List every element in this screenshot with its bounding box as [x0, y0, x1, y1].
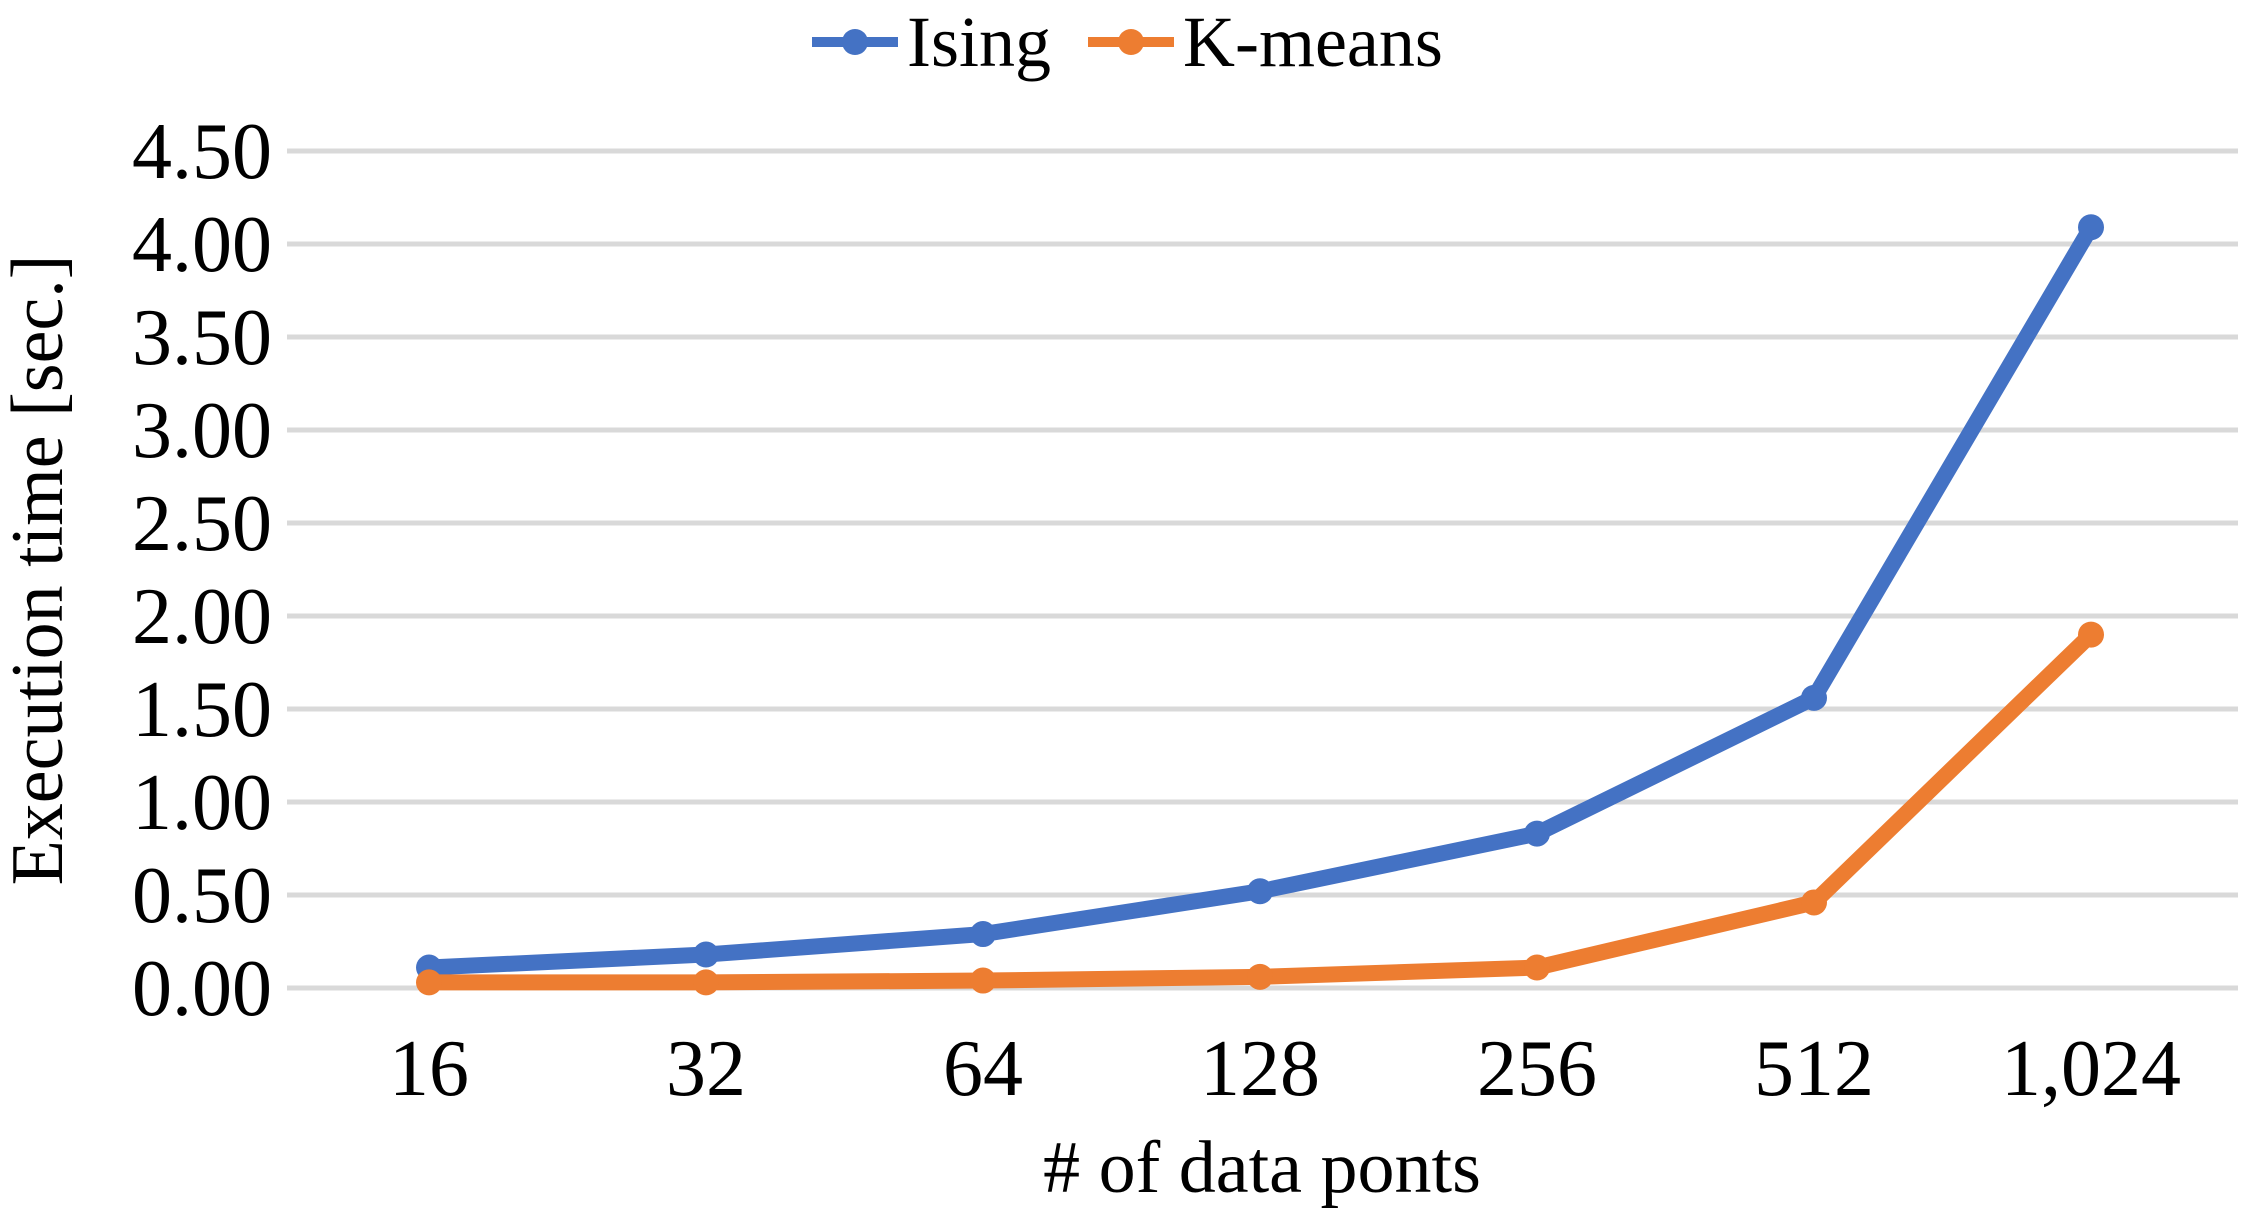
y-tick-label: 0.00	[132, 945, 272, 1033]
y-tick-label: 3.50	[132, 294, 272, 382]
data-point-marker	[693, 941, 719, 968]
x-tick-label: 16	[389, 1025, 469, 1113]
data-point-marker	[1247, 963, 1273, 990]
data-point-marker	[2078, 621, 2104, 648]
x-tick-label: 256	[1477, 1025, 1597, 1113]
y-tick-label: 0.50	[132, 852, 272, 940]
x-axis-tick-labels: 16 32 64 128 256 512 1,024	[389, 1025, 2181, 1113]
data-point-marker	[693, 969, 719, 996]
y-tick-label: 2.50	[132, 480, 272, 568]
gridlines	[287, 148, 2238, 991]
legend-item-ising: Ising	[812, 2, 1051, 82]
series-line	[421, 626, 2099, 991]
series-layer	[416, 214, 2104, 996]
y-tick-label: 3.00	[132, 387, 272, 475]
y-tick-label: 4.00	[132, 201, 272, 289]
x-tick-label: 512	[1754, 1025, 1874, 1113]
legend-label-ising: Ising	[907, 2, 1051, 82]
series-k-means	[416, 621, 2104, 996]
legend-label-kmeans: K-means	[1183, 2, 1443, 82]
y-axis-tick-labels: 0.000.501.001.502.002.503.003.504.004.50	[132, 108, 272, 1033]
x-tick-label: 128	[1200, 1025, 1320, 1113]
x-tick-label: 1,024	[2001, 1025, 2181, 1113]
x-tick-label: 64	[943, 1025, 1023, 1113]
y-tick-label: 2.00	[132, 573, 272, 661]
data-point-marker	[1524, 820, 1550, 847]
data-point-marker	[1247, 878, 1273, 905]
legend: Ising K-means	[812, 2, 1443, 82]
y-axis-title: Execution time [sec.]	[0, 255, 79, 886]
data-point-marker	[416, 969, 442, 996]
data-point-marker	[970, 921, 996, 948]
data-point-marker	[970, 967, 996, 994]
y-tick-label: 1.00	[132, 759, 272, 847]
data-point-marker	[1801, 684, 1827, 711]
legend-marker-icon	[1118, 29, 1144, 55]
x-axis-title: # of data ponts	[1043, 1127, 1481, 1209]
legend-marker-icon	[842, 29, 868, 55]
data-point-marker	[2078, 214, 2104, 241]
x-tick-label: 32	[666, 1025, 746, 1113]
y-tick-label: 4.50	[132, 108, 272, 196]
data-point-marker	[1524, 954, 1550, 981]
legend-item-kmeans: K-means	[1088, 2, 1443, 82]
y-tick-label: 1.50	[132, 666, 272, 754]
data-point-marker	[1801, 889, 1827, 916]
